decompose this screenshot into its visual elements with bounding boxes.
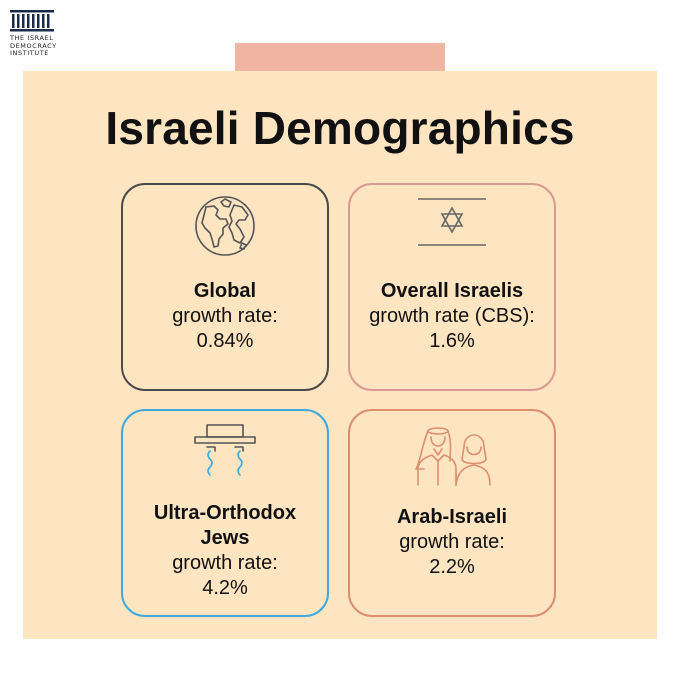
israeli-flag-icon bbox=[418, 198, 486, 246]
logo-line: DEMOCRACY bbox=[10, 41, 57, 50]
hat-and-sidelocks-icon bbox=[194, 424, 256, 476]
card-ultra-orthodox: Ultra-Orthodox Jews growth rate: 4.2% bbox=[121, 409, 329, 617]
card-text: Overall Israelis growth rate (CBS): 1.6% bbox=[350, 279, 554, 354]
logo-line: THE ISRAEL bbox=[10, 34, 54, 42]
header-tab bbox=[235, 43, 445, 71]
building-columns-icon bbox=[10, 10, 54, 32]
card-value: 1.6% bbox=[429, 330, 475, 352]
card-sub: growth rate: bbox=[399, 531, 505, 553]
card-global: Global growth rate: 0.84% bbox=[121, 183, 329, 391]
logo-text: THE ISRAEL DEMOCRACY INSTITUTE bbox=[10, 34, 70, 58]
card-sub: growth rate: bbox=[172, 305, 278, 327]
content-panel: Israeli Demographics Global growth rate:… bbox=[23, 71, 657, 639]
card-arab-israeli: Arab-Israeli growth rate: 2.2% bbox=[348, 409, 556, 617]
card-text: Arab-Israeli growth rate: 2.2% bbox=[350, 505, 554, 580]
card-sub: growth rate: bbox=[172, 552, 278, 574]
arab-couple-icon bbox=[415, 427, 491, 486]
card-label: Arab-Israeli bbox=[396, 506, 508, 528]
card-overall-israelis: Overall Israelis growth rate (CBS): 1.6% bbox=[348, 183, 556, 391]
globe-icon bbox=[195, 196, 255, 256]
card-text: Ultra-Orthodox Jews growth rate: 4.2% bbox=[123, 501, 327, 601]
card-label: Global bbox=[193, 280, 257, 302]
card-label-2: Jews bbox=[200, 527, 250, 549]
card-sub: growth rate (CBS): bbox=[369, 305, 535, 327]
card-text: Global growth rate: 0.84% bbox=[123, 279, 327, 354]
logo-line: INSTITUTE bbox=[10, 49, 49, 57]
card-label: Overall Israelis bbox=[380, 280, 524, 302]
card-value: 0.84% bbox=[196, 330, 254, 352]
card-value: 2.2% bbox=[429, 556, 475, 578]
idi-logo: THE ISRAEL DEMOCRACY INSTITUTE bbox=[10, 10, 70, 58]
card-label: Ultra-Orthodox bbox=[153, 502, 297, 524]
card-value: 4.2% bbox=[202, 577, 248, 599]
page-title: Israeli Demographics bbox=[105, 102, 575, 154]
